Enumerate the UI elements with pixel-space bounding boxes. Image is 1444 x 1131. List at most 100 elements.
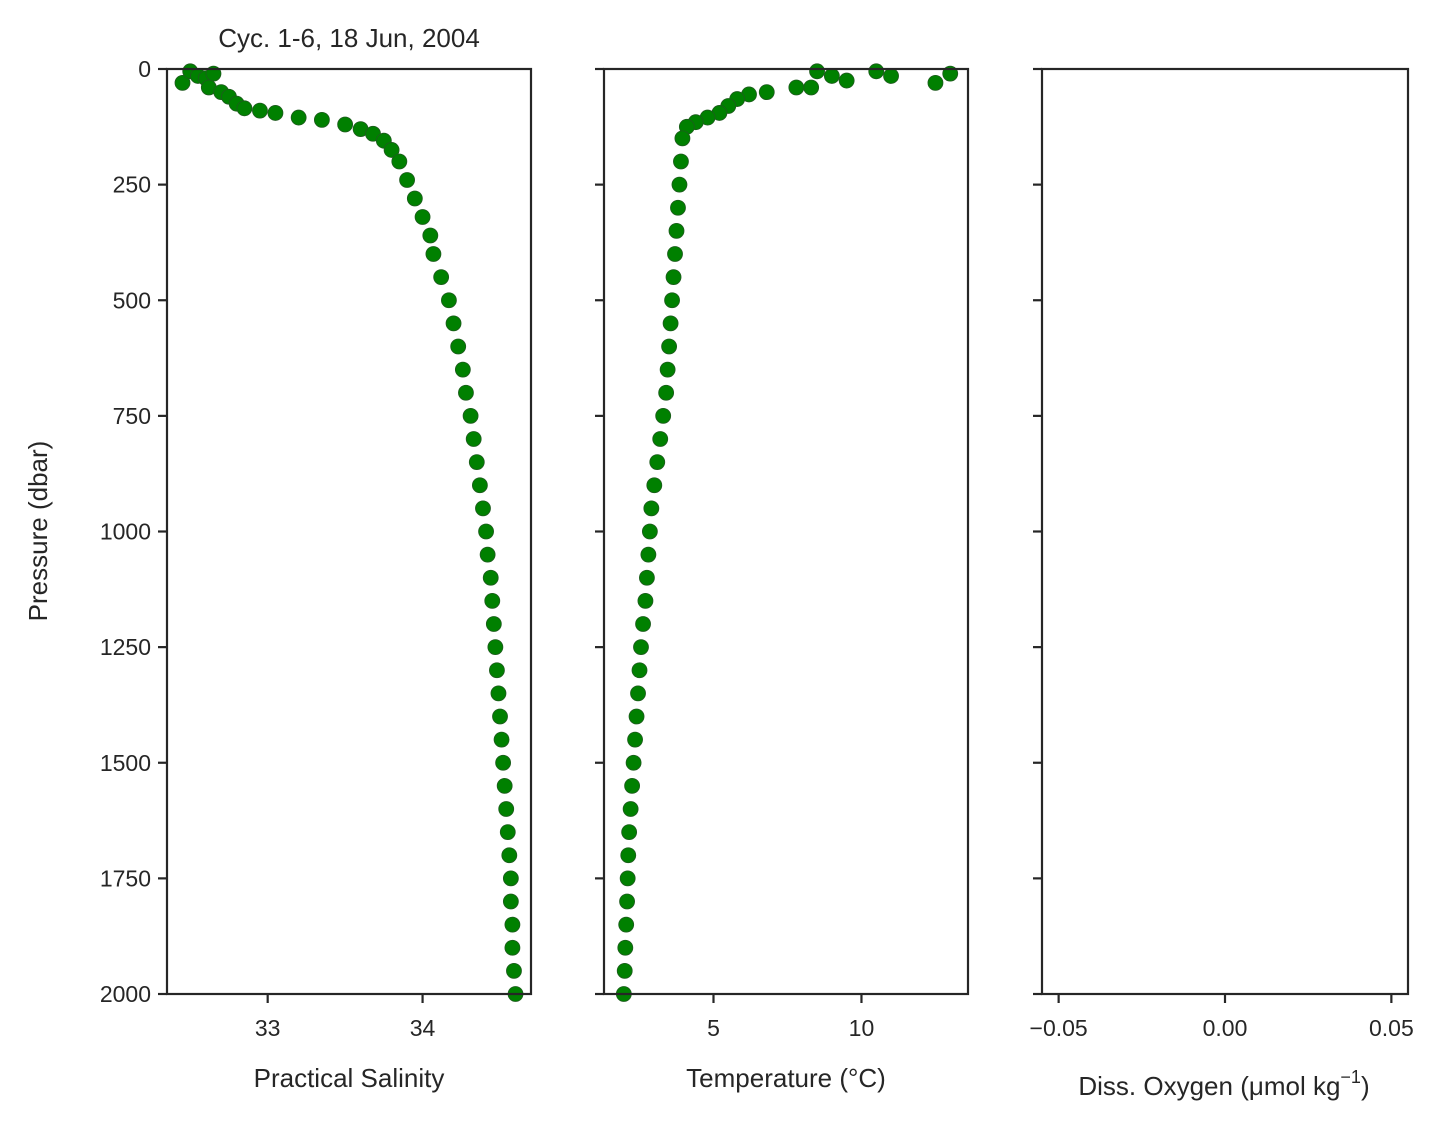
data-point [639, 569, 655, 586]
y-tick-label: 750 [113, 403, 151, 429]
data-point [490, 685, 507, 702]
y-tick-label: 1750 [100, 865, 151, 891]
data-point [465, 431, 482, 447]
data-point [624, 777, 641, 794]
data-point [502, 870, 519, 887]
pressure-y-ticks: 0 250 500 750 1000 1250 1500 1750 2000 [100, 56, 167, 1007]
data-point [662, 315, 679, 332]
data-point [493, 731, 510, 748]
temperature-panel: 5 10 Temperature (°C) [595, 63, 970, 1093]
data-point [482, 569, 499, 586]
data-point [422, 227, 439, 244]
data-point [664, 292, 680, 309]
salinity-points [174, 63, 524, 1002]
oxygen-panel: −0.05 0.00 0.05 Diss. Oxygen (μmol kg−1) [1030, 67, 1414, 1101]
temperature-y-ticks [595, 67, 604, 996]
data-point [646, 477, 663, 494]
data-point [458, 384, 474, 401]
y-tick-label: 1000 [100, 519, 151, 545]
pressure-y-axis-label: Pressure (dbar) [23, 441, 53, 622]
x-tick-label: 33 [255, 1015, 281, 1041]
data-point [478, 523, 494, 540]
data-point [313, 111, 330, 128]
data-point [290, 109, 307, 126]
data-point [621, 824, 638, 841]
data-point [391, 153, 408, 170]
data-point [252, 102, 268, 119]
data-point [665, 269, 682, 286]
data-point [659, 361, 676, 378]
salinity-x-ticks: 33 34 [255, 994, 436, 1041]
data-point [641, 523, 658, 540]
data-point [484, 592, 501, 609]
data-point [622, 801, 639, 817]
y-tick-label: 2000 [100, 981, 151, 1007]
data-point [468, 454, 485, 471]
data-point [174, 74, 191, 91]
data-point [619, 870, 636, 887]
data-point [627, 731, 643, 748]
y-tick-label: 250 [113, 172, 151, 198]
data-point [495, 754, 512, 771]
data-point [671, 176, 688, 193]
data-point [628, 708, 645, 725]
data-point [499, 824, 516, 841]
data-point [441, 292, 457, 309]
data-point [788, 79, 805, 96]
data-point [803, 79, 820, 96]
salinity-axes-frame [165, 67, 533, 996]
data-point [462, 407, 479, 424]
data-point [620, 847, 637, 864]
y-tick-label: 500 [113, 287, 151, 313]
data-point [883, 68, 899, 84]
y-tick-label: 0 [138, 56, 151, 82]
temperature-x-axis-label: Temperature (°C) [686, 1063, 886, 1093]
data-point [637, 592, 654, 609]
salinity-panel: Cyc. 1-6, 18 Jun, 2004 33 34 0 250 500 750 10… [23, 23, 533, 1093]
data-point [414, 209, 431, 225]
data-point [655, 407, 672, 424]
data-point [649, 454, 666, 471]
data-point [454, 361, 471, 378]
data-point [625, 754, 642, 771]
x-tick-label: 34 [410, 1015, 436, 1041]
y-tick-label: 1500 [100, 750, 151, 776]
data-point [674, 130, 691, 147]
data-point [630, 685, 646, 702]
data-point [823, 68, 840, 84]
data-point [633, 639, 649, 656]
data-point [619, 893, 635, 910]
data-point [496, 777, 513, 794]
data-point [399, 172, 415, 188]
data-point [640, 546, 657, 563]
data-point [809, 63, 825, 80]
data-point [425, 246, 442, 262]
data-point [479, 546, 496, 563]
data-point [506, 962, 522, 979]
data-point [643, 500, 660, 517]
data-point [471, 477, 488, 494]
data-point [445, 315, 462, 332]
data-point [485, 616, 502, 632]
data-point [618, 916, 635, 933]
data-point [635, 616, 651, 632]
data-point [501, 847, 518, 864]
y-tick-label: 1250 [100, 634, 151, 660]
panel-title: Cyc. 1-6, 18 Jun, 2004 [218, 23, 480, 53]
temperature-x-ticks: 5 10 [707, 994, 874, 1041]
data-point [337, 116, 354, 133]
x-tick-label: 5 [707, 1015, 720, 1041]
data-point [487, 639, 504, 656]
oxygen-y-ticks [1033, 67, 1042, 996]
x-tick-label: 0.05 [1369, 1015, 1414, 1041]
x-tick-label: 0.00 [1203, 1015, 1248, 1041]
data-point [498, 801, 515, 817]
data-point [758, 84, 775, 101]
data-point [236, 100, 253, 117]
data-point [868, 63, 885, 80]
data-point [667, 246, 683, 262]
data-point [661, 338, 678, 355]
data-point [658, 384, 675, 401]
data-point [670, 199, 686, 216]
